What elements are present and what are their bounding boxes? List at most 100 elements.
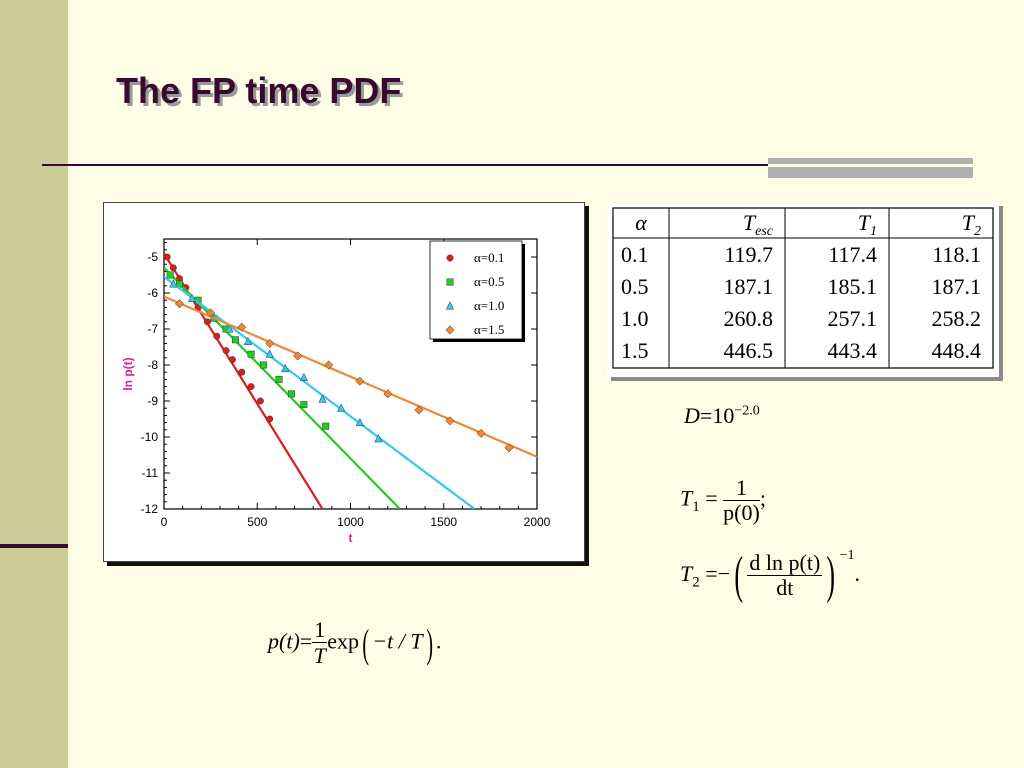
data-point-alpha-15 [174, 299, 185, 309]
table-cell: 0.1 [621, 242, 649, 267]
legend-label: α=1.5 [474, 322, 504, 337]
table-cell: 187.1 [932, 274, 982, 299]
y-tick-label: -9 [147, 394, 158, 408]
table-cell: 119.7 [724, 242, 773, 267]
left-decor-band [0, 0, 68, 768]
y-tick-label: -5 [147, 250, 158, 264]
pdf-formula: p(t)= 1 T exp(−t / T). [268, 617, 441, 669]
y-tick-label: -11 [142, 466, 159, 480]
table-cell: 257.1 [828, 306, 878, 331]
x-tick-label: 1500 [430, 515, 457, 529]
data-point-alpha-01 [222, 347, 230, 355]
title-divider [42, 164, 972, 166]
data-point-alpha-15 [414, 405, 424, 415]
t2-formula: T2 =−( d ln p(t) dt ) −1. [680, 548, 860, 602]
x-tick-label: 2000 [524, 515, 551, 529]
t1-denominator: p(0) [723, 500, 760, 526]
legend-marker [445, 325, 455, 335]
table-border [612, 207, 994, 369]
data-point-alpha-01 [247, 383, 255, 391]
y-tick-label: -7 [147, 322, 158, 336]
y-axis-label: ln p(t) [121, 357, 135, 390]
data-point-alpha-10 [225, 324, 234, 333]
data-point-alpha-05 [322, 422, 330, 430]
y-tick-label: -6 [147, 286, 158, 300]
data-point-alpha-15 [206, 308, 216, 318]
x-tick-label: 500 [247, 515, 267, 529]
data-point-alpha-15 [355, 376, 365, 386]
data-point-alpha-15 [504, 443, 514, 453]
results-table-grid: α Tesc T1 T2 0.1 119.7 117.4 118.1 0.5 187.1 185.1… [612, 207, 994, 369]
pdf-lhs: p(t) [268, 628, 300, 654]
table-cell: 1.5 [621, 338, 649, 363]
t1-subscript: 1 [692, 499, 700, 516]
table-header-cell: T1 [858, 210, 877, 239]
pdf-argument: −t / T [372, 628, 423, 654]
t2-open-paren: ( [734, 546, 744, 604]
pdf-numerator: 1 [312, 617, 328, 644]
table-header-cell: α [635, 210, 647, 235]
table-cell: 443.4 [828, 338, 878, 363]
data-point-alpha-10 [281, 363, 290, 373]
table-cell: 0.5 [621, 274, 649, 299]
pdf-exp: exp [327, 628, 359, 654]
data-point-alpha-10 [243, 336, 253, 346]
data-point-alpha-05 [231, 336, 239, 344]
table-cell: 118.1 [932, 242, 981, 267]
plot-series-group [164, 252, 537, 509]
y-tick-label: -12 [141, 502, 159, 516]
t2-denominator: dt [776, 575, 794, 601]
table-cell: 1.0 [621, 306, 649, 331]
table-cell: 446.5 [724, 338, 774, 363]
data-point-alpha-15 [324, 360, 334, 370]
data-point-alpha-05 [287, 390, 295, 398]
t2-subscript: 2 [692, 574, 700, 591]
t2-end: . [854, 561, 861, 586]
t2-symbol: T [680, 561, 693, 586]
data-point-alpha-01 [164, 253, 171, 261]
legend-marker [445, 301, 455, 310]
d-base: 10 [712, 403, 735, 428]
legend-label: α=1.0 [474, 298, 504, 313]
pdf-fraction: 1 T [312, 617, 328, 669]
fit-line-alpha-15 [164, 295, 537, 458]
data-point-alpha-05 [275, 375, 283, 383]
data-point-alpha-01 [228, 356, 236, 364]
table-cell: 117.4 [828, 242, 877, 267]
x-tick-label: 0 [161, 515, 168, 529]
t2-exponent: −1 [839, 548, 855, 563]
data-point-alpha-10 [169, 279, 178, 288]
data-point-alpha-05 [259, 361, 267, 369]
fit-line-alpha-05 [164, 267, 401, 509]
table-header-cell: Tesc [743, 210, 774, 239]
divider-accent [768, 158, 973, 178]
t2-close-paren: ) [826, 546, 836, 604]
data-point-alpha-10 [187, 293, 197, 302]
fp-time-chart: 0 500 1000 1500 2000 -5 -6 -7 -8 -9 -10 -11 -12 t ln p… [121, 238, 551, 545]
table-cell: 258.2 [932, 306, 982, 331]
data-point-alpha-15 [383, 389, 393, 399]
data-point-alpha-10 [374, 434, 383, 443]
t1-numerator: 1 [723, 475, 760, 502]
chart-panel: 0 500 1000 1500 2000 -5 -6 -7 -8 -9 -10 -11 -12 t ln p… [103, 202, 585, 562]
legend-marker [446, 254, 454, 262]
data-point-alpha-05 [166, 271, 174, 279]
pdf-close-paren: ) [425, 620, 433, 666]
pdf-equals: = [299, 628, 313, 654]
data-point-alpha-15 [265, 338, 275, 348]
fit-line-alpha-10 [164, 275, 476, 509]
y-tick-label: -10 [141, 430, 159, 444]
t2-minus: − [717, 561, 731, 586]
data-point-alpha-15 [476, 428, 486, 438]
t2-numerator: d ln p(t) [747, 550, 823, 577]
y-tick-label: -8 [147, 358, 158, 372]
t1-symbol: T [680, 485, 693, 511]
results-table: α Tesc T1 T2 0.1 119.7 117.4 118.1 0.5 187.1 185.1… [607, 202, 999, 377]
d-equals: = [699, 403, 713, 428]
slide-title: The FP time PDF [116, 70, 402, 111]
legend-box [429, 240, 523, 340]
data-point-alpha-15 [445, 416, 455, 426]
legend-label: α=0.5 [474, 274, 504, 289]
diffusion-formula: D=10−2.0 [684, 403, 760, 429]
pdf-denominator: T [313, 643, 326, 669]
